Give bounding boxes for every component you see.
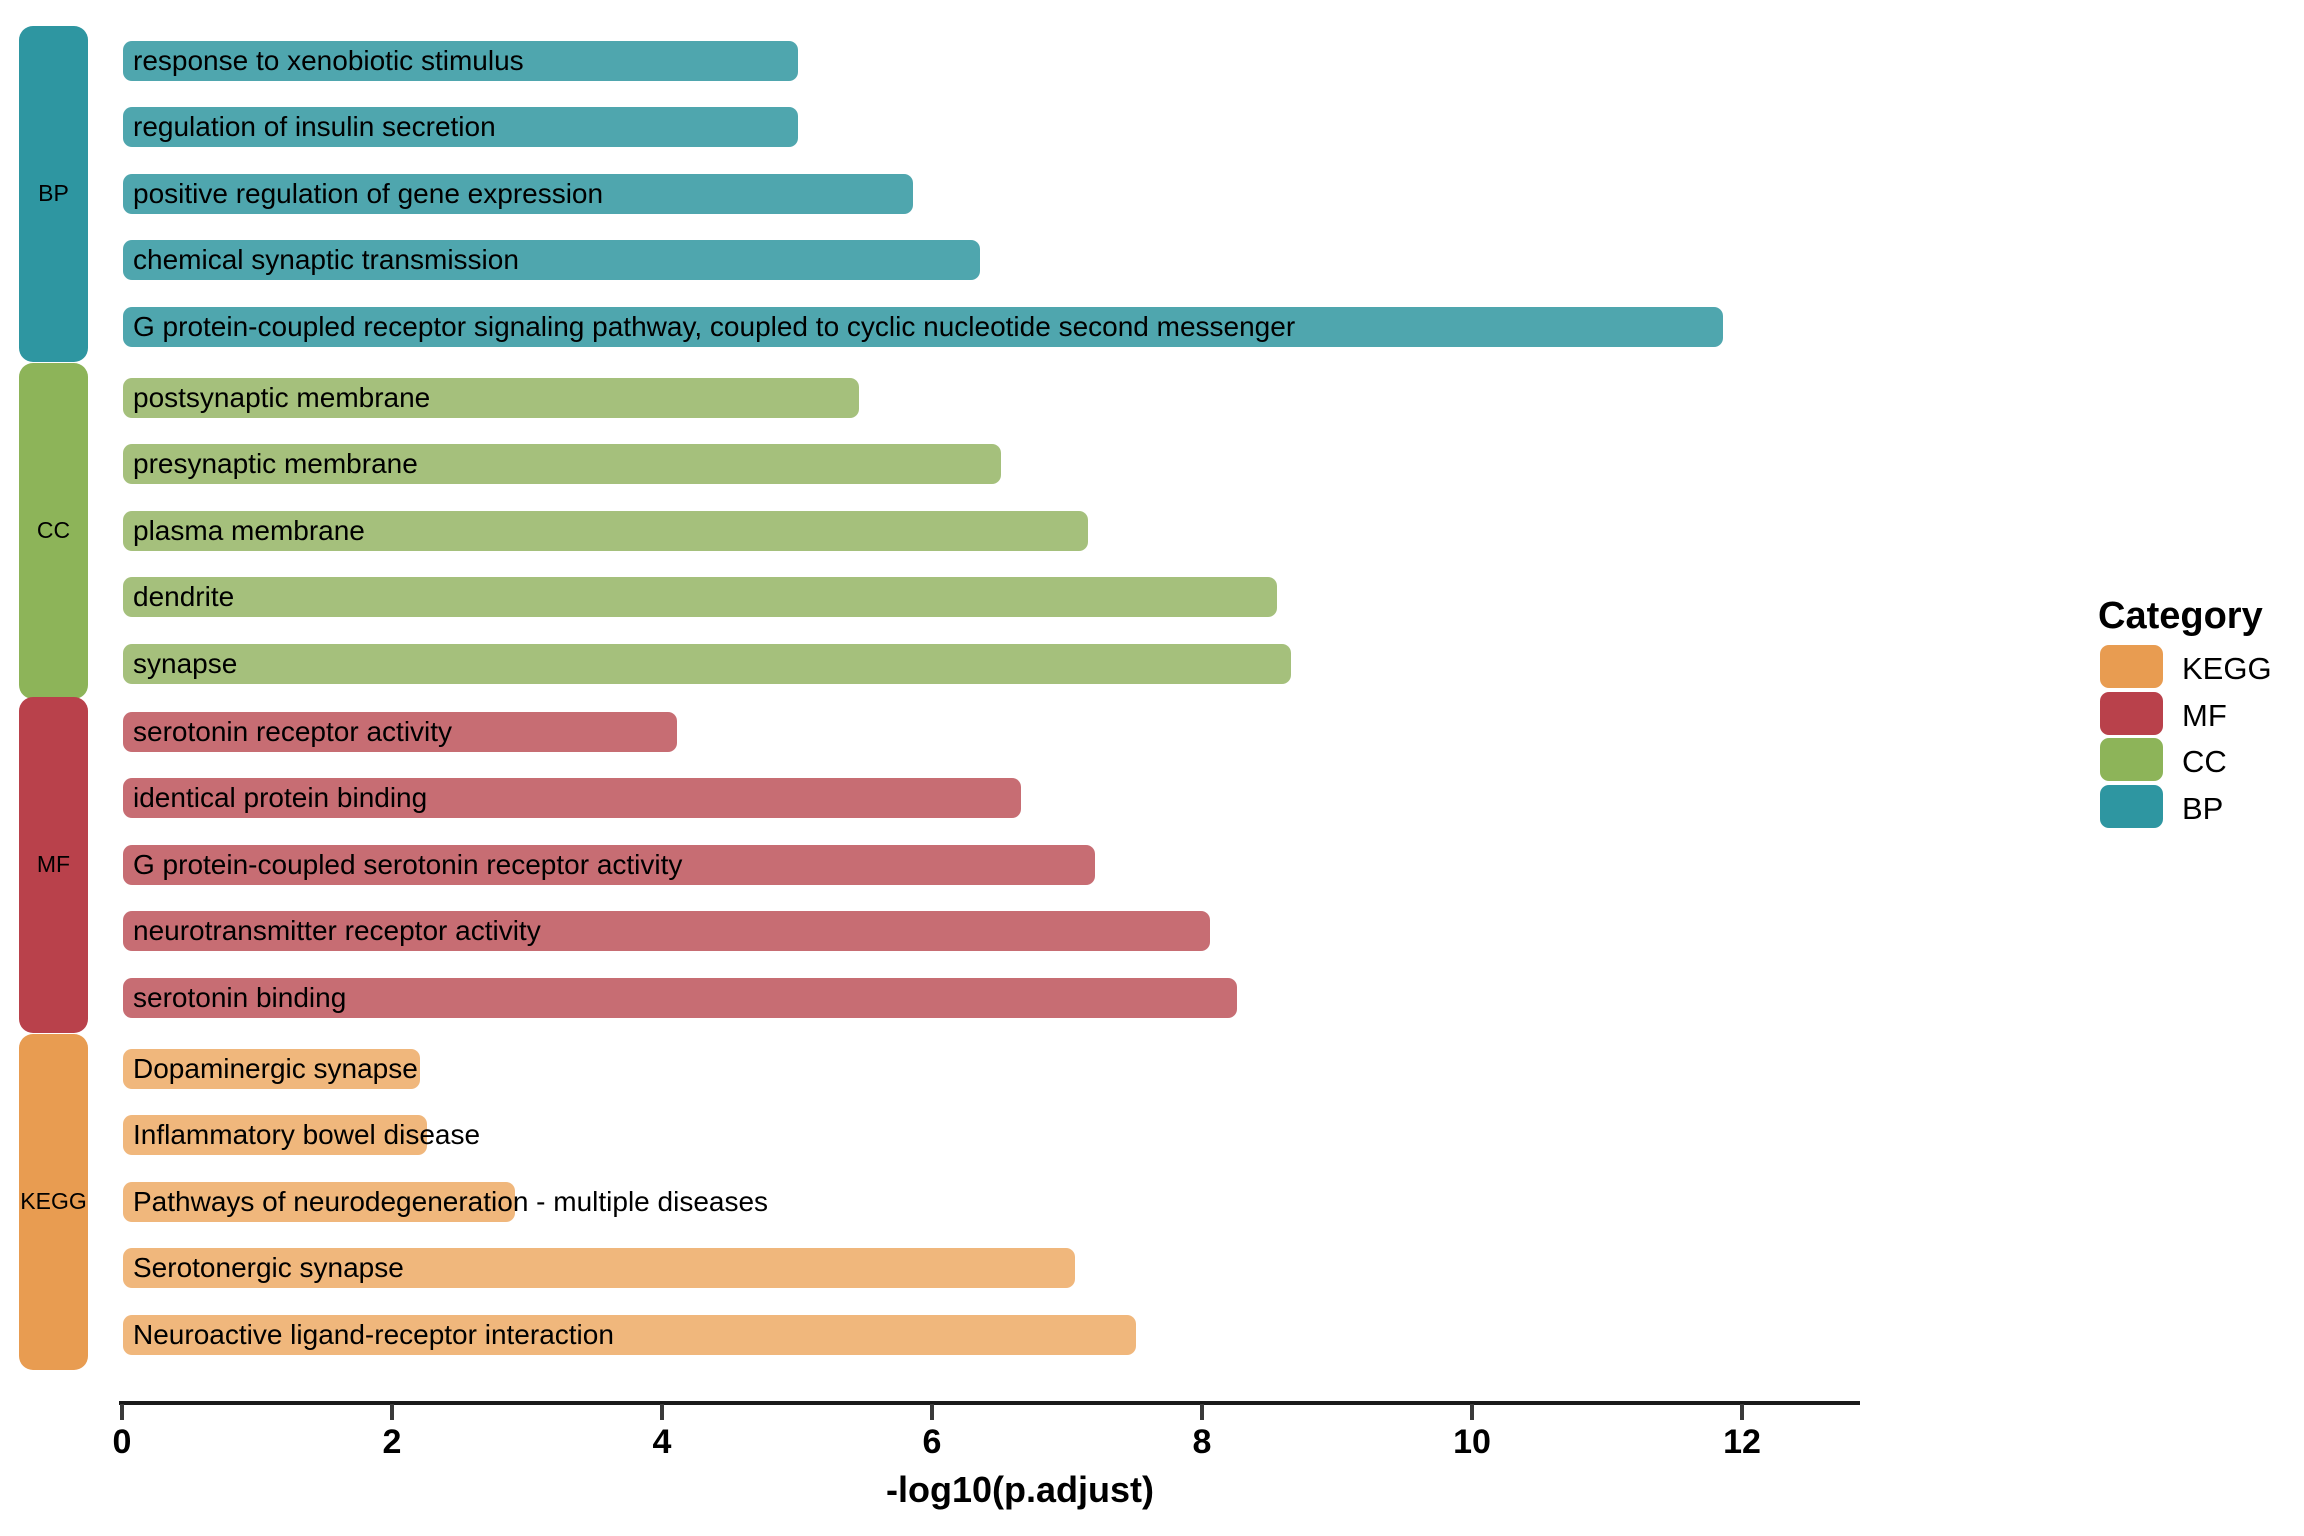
x-axis-tick-mark xyxy=(1200,1404,1204,1420)
bar xyxy=(123,977,1237,1018)
bar-label: neurotransmitter receptor activity xyxy=(133,915,541,947)
bar xyxy=(123,778,1021,819)
bar-label: dendrite xyxy=(133,581,235,613)
x-axis-tick-mark xyxy=(120,1404,124,1420)
x-axis-tick-mark xyxy=(930,1404,934,1420)
bar xyxy=(123,577,1278,618)
bar xyxy=(123,643,1291,684)
legend-entry-label: MF xyxy=(2182,697,2227,733)
bar xyxy=(123,41,798,81)
bar-label: plasma membrane xyxy=(133,514,365,546)
category-strip-label: MF xyxy=(36,851,71,878)
x-axis-tick-label: 8 xyxy=(1192,1423,1212,1461)
bar-label: Neuroactive ligand-receptor interaction xyxy=(133,1318,614,1350)
category-strip-bp: BP xyxy=(19,26,88,362)
legend-key-bp xyxy=(2100,784,2163,828)
bar-label: Serotonergic synapse xyxy=(133,1252,404,1284)
bar xyxy=(123,1115,427,1156)
x-axis-tick-label: 4 xyxy=(652,1423,672,1461)
legend-entry-label: CC xyxy=(2182,744,2227,779)
legend-key-cc xyxy=(2100,738,2163,781)
bar-label: Inflammatory bowel disease xyxy=(133,1119,481,1151)
x-axis-tick-mark xyxy=(1470,1404,1474,1420)
category-strip-kegg: KEGG xyxy=(19,1034,88,1370)
legend-entry-label: KEGG xyxy=(2182,651,2272,686)
bar-label: serotonin receptor activity xyxy=(133,716,453,747)
category-strip-label: CC xyxy=(36,517,71,544)
x-axis-tick-label: 6 xyxy=(922,1423,942,1461)
x-axis-tick-label: 0 xyxy=(112,1423,132,1461)
bar-label: positive regulation of gene expression xyxy=(133,177,604,209)
bar xyxy=(123,911,1210,952)
bar-label: chemical synaptic transmission xyxy=(133,244,519,276)
x-axis-tick-mark xyxy=(390,1404,394,1420)
category-strip-label: KEGG xyxy=(20,1188,87,1215)
legend-key-kegg xyxy=(2100,645,2163,688)
bar-label: G protein-coupled receptor signaling pat… xyxy=(133,310,1296,342)
bar xyxy=(123,1248,1075,1289)
bar-label: postsynaptic membrane xyxy=(133,382,431,413)
bar xyxy=(123,306,1723,347)
bar-label: G protein-coupled serotonin receptor act… xyxy=(133,848,683,880)
bar xyxy=(123,107,798,148)
bar-label: Dopaminergic synapse xyxy=(133,1053,418,1084)
legend-entry-label: BP xyxy=(2182,790,2224,826)
bar-label: regulation of insulin secretion xyxy=(133,111,496,143)
bar xyxy=(123,173,913,214)
bar-label: presynaptic membrane xyxy=(133,448,418,480)
bar-label: identical protein binding xyxy=(133,782,428,814)
category-strip-cc: CC xyxy=(19,363,88,699)
bar xyxy=(123,712,677,752)
x-axis-tick-label: 10 xyxy=(1453,1423,1491,1461)
bar-label: Pathways of neurodegeneration - multiple… xyxy=(133,1185,769,1217)
bar xyxy=(123,844,1095,885)
x-axis-tick-label: 2 xyxy=(382,1423,402,1461)
legend-key-mf xyxy=(2100,691,2163,735)
bar-label: response to xenobiotic stimulus xyxy=(133,45,524,76)
bar xyxy=(123,1049,420,1089)
bar-label: serotonin binding xyxy=(133,981,347,1013)
bar xyxy=(123,510,1089,551)
bar-label: synapse xyxy=(133,647,238,679)
bar xyxy=(123,1181,515,1222)
x-axis-tick-mark xyxy=(1740,1404,1744,1420)
x-axis-line xyxy=(119,1401,1860,1405)
bar xyxy=(123,444,1001,485)
x-axis-tick-label: 12 xyxy=(1723,1423,1761,1461)
legend-title: Category xyxy=(2098,595,2263,637)
x-axis-tick-mark xyxy=(660,1404,664,1420)
category-strip-label: BP xyxy=(38,180,69,207)
category-strip-mf: MF xyxy=(19,697,88,1033)
bar xyxy=(123,1314,1136,1355)
bar xyxy=(123,240,981,281)
bar xyxy=(123,378,859,418)
x-axis-title: -log10(p.adjust) xyxy=(886,1469,1154,1510)
